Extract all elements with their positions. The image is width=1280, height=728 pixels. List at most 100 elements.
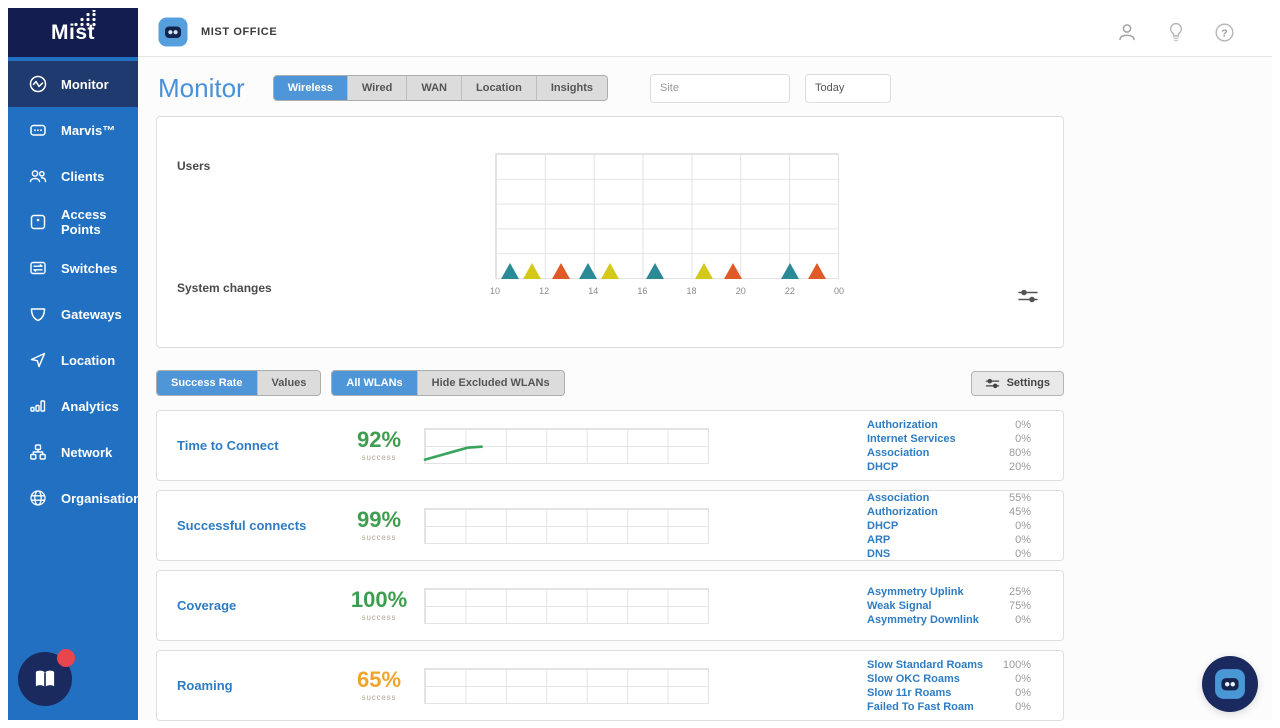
toggle-values[interactable]: Values (257, 371, 321, 395)
breakdown-label[interactable]: DHCP (867, 519, 899, 532)
metric-breakdown-list: Asymmetry Uplink 25% Weak Signal 75% Asymmet… (867, 571, 1031, 640)
breakdown-value: 0% (1015, 418, 1031, 431)
app-frame: Mist Monitor Marvis™ (8, 8, 1272, 721)
breakdown-label[interactable]: Slow OKC Roams (867, 672, 960, 685)
settings-button[interactable]: Settings (970, 370, 1064, 396)
page-title: Monitor (158, 72, 245, 103)
metric-unit: success (361, 613, 397, 622)
topbar-icons: ? (1115, 20, 1236, 44)
sidebar-item-access-points[interactable]: Access Points (8, 199, 138, 245)
system-change-event-marker[interactable] (807, 263, 826, 279)
metric-value: 100% (350, 587, 408, 612)
breakdown-row: Authorization 45% (867, 506, 1031, 518)
metric-title[interactable]: Coverage (177, 598, 237, 613)
breakdown-label[interactable]: Authorization (867, 418, 938, 431)
x-tick-label: 18 (686, 286, 697, 296)
sidebar-item-label: Network (61, 444, 113, 460)
tab-wired[interactable]: Wired (347, 76, 408, 100)
tab-wireless[interactable]: Wireless (273, 76, 348, 100)
time-range-select[interactable]: Today (805, 73, 892, 103)
breakdown-row: Asymmetry Downlink 0% (867, 614, 1031, 626)
sidebar-item-location[interactable]: Location (8, 337, 138, 383)
sidebar-item-network[interactable]: Network (8, 429, 138, 475)
toggle-all-wlans[interactable]: All WLANs (332, 371, 418, 395)
site-search-input[interactable] (650, 73, 791, 103)
documentation-button[interactable] (18, 649, 75, 706)
sidebar-item-clients[interactable]: Clients (8, 153, 138, 199)
breakdown-label[interactable]: DHCP (867, 460, 899, 473)
marvis-icon (30, 124, 46, 136)
breakdown-value: 75% (1008, 599, 1031, 612)
toggle-success-rate[interactable]: Success Rate (157, 371, 258, 395)
users-axis-label: Users (177, 159, 211, 173)
metric-breakdown-list: Authorization 0% Internet Services 0% Associ… (867, 411, 1031, 480)
org-name: MIST OFFICE (201, 26, 278, 38)
tab-location[interactable]: Location (462, 76, 537, 100)
breakdown-label[interactable]: Internet Services (867, 432, 956, 445)
system-change-event-marker[interactable] (500, 263, 519, 279)
sidebar-item-monitor[interactable]: Monitor (8, 61, 138, 107)
sidebar-item-organisation[interactable]: Organisation (8, 475, 141, 521)
org-switcher[interactable]: MIST OFFICE (158, 17, 277, 47)
tab-insights[interactable]: Insights (536, 76, 608, 100)
sidebar-item-label: Monitor (61, 76, 109, 92)
breakdown-label[interactable]: Failed To Fast Roam (867, 700, 974, 713)
breakdown-label[interactable]: Association (867, 446, 930, 459)
metric-title[interactable]: Roaming (177, 678, 233, 693)
x-tick-label: 00 (833, 286, 845, 296)
marvis-chat-button[interactable] (1202, 656, 1258, 712)
system-change-event-marker[interactable] (645, 263, 664, 279)
system-change-event-marker[interactable] (601, 263, 620, 279)
breakdown-row: Failed To Fast Roam 0% (867, 701, 1031, 713)
system-change-event-marker[interactable] (724, 263, 743, 279)
account-icon[interactable] (1115, 20, 1139, 44)
metric-sparkline (424, 427, 709, 464)
system-change-event-marker[interactable] (579, 263, 598, 279)
system-change-event-marker[interactable] (694, 263, 713, 279)
organisation-icon (30, 490, 46, 506)
breakdown-label[interactable]: Asymmetry Uplink (867, 585, 964, 598)
mist-logo-dots-icon (74, 9, 96, 26)
sidebar-item-analytics[interactable]: Analytics (8, 383, 138, 429)
top-bar: MIST OFFICE ? (138, 8, 1272, 57)
tab-wan[interactable]: WAN (407, 76, 462, 100)
metric-value-block: 65% success (329, 651, 429, 720)
breakdown-value: 0% (1015, 533, 1031, 546)
notification-dot (57, 649, 75, 667)
system-change-event-marker[interactable] (552, 263, 571, 279)
x-tick-label: 10 (489, 286, 501, 296)
switches-icon (30, 261, 46, 275)
breakdown-label[interactable]: DNS (867, 547, 891, 560)
breakdown-label[interactable]: Authorization (867, 505, 938, 518)
toggle-hide-excluded-wlans[interactable]: Hide Excluded WLANs (417, 371, 564, 395)
breakdown-value: 25% (1008, 585, 1031, 598)
system-changes-label: System changes (177, 281, 272, 295)
x-tick-label: 16 (637, 286, 648, 296)
wlan-toolbar: Success Rate Values All WLANs Hide Exclu… (156, 370, 1064, 396)
svg-text:?: ? (1221, 27, 1227, 39)
metric-title[interactable]: Successful connects (177, 518, 307, 533)
breakdown-label[interactable]: Association (867, 491, 930, 504)
help-icon[interactable]: ? (1213, 21, 1236, 44)
whats-new-bulb-icon[interactable] (1165, 20, 1187, 44)
sidebar-item-switches[interactable]: Switches (8, 245, 138, 291)
metric-sparkline (424, 507, 709, 544)
chart-settings-sliders-icon[interactable] (1017, 287, 1039, 305)
sidebar-item-marvis[interactable]: Marvis™ (8, 107, 138, 153)
metric-sparkline (424, 587, 709, 624)
breakdown-label[interactable]: Weak Signal (867, 599, 932, 612)
metric-title[interactable]: Time to Connect (177, 438, 279, 453)
sidebar-item-gateways[interactable]: Gateways (8, 291, 138, 337)
gateways-icon (30, 308, 46, 322)
sidebar-item-label: Analytics (61, 398, 119, 414)
breakdown-label[interactable]: Slow 11r Roams (867, 686, 952, 699)
metric-unit: success (361, 453, 397, 462)
breakdown-label[interactable]: Asymmetry Downlink (867, 613, 979, 626)
breakdown-label[interactable]: ARP (867, 533, 891, 546)
metric-unit: success (361, 693, 397, 702)
system-change-event-marker[interactable] (780, 263, 799, 279)
sidebar-item-label: Clients (61, 168, 105, 184)
view-toggle-group: Success Rate Values (156, 370, 322, 396)
breakdown-label[interactable]: Slow Standard Roams (867, 658, 984, 671)
system-change-event-marker[interactable] (522, 263, 541, 279)
